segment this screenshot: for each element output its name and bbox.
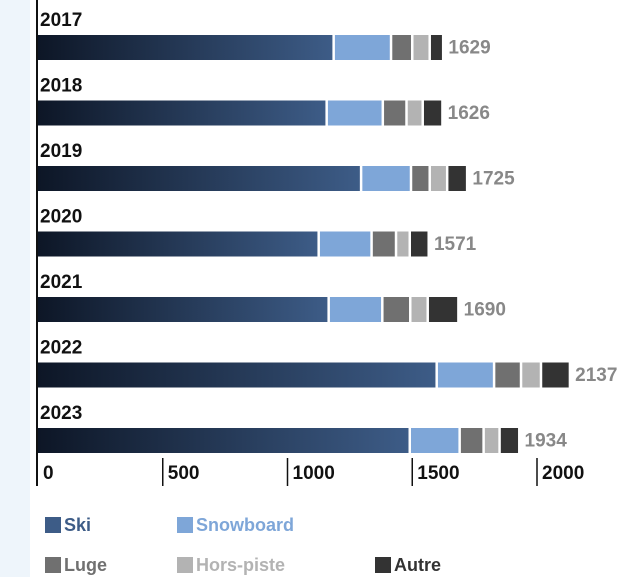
category-label: 2019	[40, 141, 82, 162]
bar-segment	[542, 362, 569, 388]
bar-segment	[38, 35, 333, 60]
bar-segment	[500, 428, 519, 453]
bar-segment	[334, 35, 390, 60]
bar-segment	[407, 100, 422, 126]
total-label: 1571	[434, 234, 477, 255]
legend-swatch	[375, 557, 391, 573]
bar-segment	[411, 297, 427, 322]
bar-segment	[495, 362, 520, 388]
total-label: 1725	[472, 169, 515, 190]
bar-segment	[411, 428, 459, 453]
bar-segment	[38, 362, 436, 388]
background-decoration	[0, 0, 30, 577]
legend-label: Ski	[64, 515, 91, 535]
category-label: 2023	[40, 403, 82, 424]
legend-label: Hors-piste	[196, 555, 285, 575]
bar-segment	[38, 231, 318, 257]
legend-swatch	[177, 557, 193, 573]
category-label: 2022	[40, 338, 82, 359]
bar-segment	[362, 166, 410, 191]
legend-label: Autre	[394, 555, 441, 575]
bar-segment	[412, 166, 429, 191]
bar-segment	[319, 231, 371, 257]
total-label: 1629	[448, 38, 490, 59]
legend-swatch	[45, 517, 61, 533]
bar-segment	[484, 428, 499, 453]
bar-segment	[448, 166, 466, 191]
bar-segment	[428, 297, 458, 322]
bar-segment	[38, 297, 328, 322]
bar-segment	[38, 166, 360, 191]
total-label: 1626	[448, 103, 490, 124]
bar-segment	[411, 231, 428, 257]
legend-label: Snowboard	[196, 515, 294, 535]
bar-segment	[329, 297, 382, 322]
bar-segment	[392, 35, 411, 60]
total-label: 2137	[575, 365, 617, 386]
bar-segment	[384, 100, 406, 126]
total-label: 1690	[464, 300, 506, 321]
bar-segment	[383, 297, 410, 322]
category-label: 2021	[40, 272, 83, 293]
bar-segment	[327, 100, 382, 126]
x-tick-label: 500	[168, 463, 200, 484]
x-tick-label: 1500	[417, 463, 459, 484]
legend-label: Luge	[64, 555, 107, 575]
x-tick-label: 1000	[293, 463, 335, 484]
bar-segment	[430, 166, 446, 191]
category-label: 2020	[40, 207, 82, 228]
bar-segment	[38, 100, 326, 126]
bar-segment	[372, 231, 395, 257]
total-label: 1934	[525, 431, 568, 452]
bar-segment	[413, 35, 429, 60]
x-tick-label: 2000	[542, 463, 584, 484]
bar-segment	[522, 362, 540, 388]
legend-swatch	[45, 557, 61, 573]
bar-segment	[430, 35, 442, 60]
bar-segment	[437, 362, 493, 388]
bar-segment	[460, 428, 483, 453]
category-label: 2018	[40, 76, 82, 97]
bar-segment	[423, 100, 442, 126]
category-label: 2017	[40, 10, 82, 31]
bar-segment	[397, 231, 409, 257]
bar-segment	[38, 428, 409, 453]
x-tick-label: 0	[43, 463, 54, 484]
legend-swatch	[177, 517, 193, 533]
